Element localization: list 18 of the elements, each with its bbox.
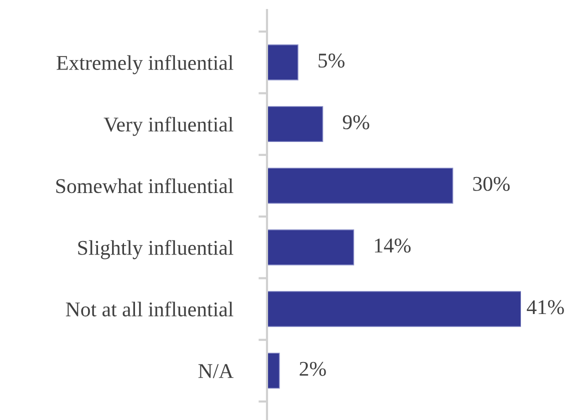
data-label: 30% <box>473 176 510 191</box>
y-tick-label: Not at all influential <box>66 302 234 316</box>
data-label: 9% <box>342 115 370 130</box>
bar <box>267 291 521 328</box>
y-tick-label: Extremely influential <box>56 55 234 74</box>
y-tick-label: N/A <box>198 364 234 378</box>
bar <box>267 229 354 266</box>
data-label: 41% <box>526 300 564 314</box>
data-label: 5% <box>318 54 344 68</box>
bar <box>267 106 324 142</box>
y-tick-label: Slightly influential <box>78 240 234 260</box>
data-label: 14% <box>374 238 411 253</box>
bar <box>267 168 454 204</box>
data-label: 2% <box>300 362 326 376</box>
bar <box>267 44 298 80</box>
bar <box>267 352 280 389</box>
y-tick-label: Somewhat influential <box>56 178 234 194</box>
y-tick-label: Very influential <box>104 116 234 136</box>
